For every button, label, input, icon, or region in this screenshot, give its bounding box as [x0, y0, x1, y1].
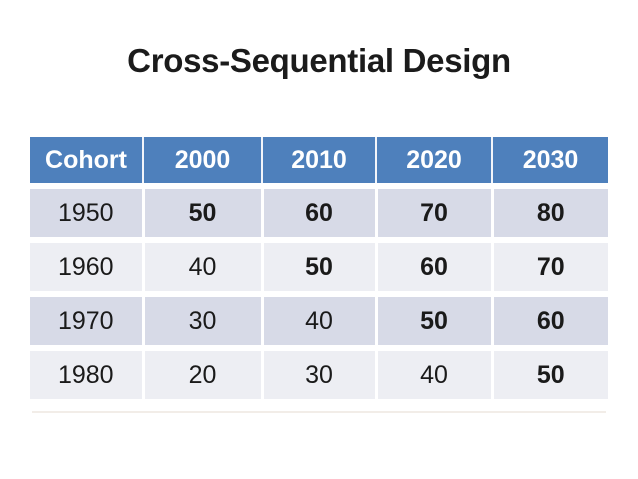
value-cell-highlighted: 50 — [376, 291, 494, 348]
value-cell: 40 — [376, 345, 494, 399]
value-cell-highlighted: 50 — [143, 183, 264, 240]
value-cell-highlighted: 60 — [376, 237, 494, 294]
cohort-cell: 1980 — [30, 345, 145, 399]
column-header-year: 2020 — [376, 137, 493, 186]
cohort-cell: 1960 — [30, 237, 145, 294]
value-cell-highlighted: 50 — [492, 345, 608, 399]
value-cell-highlighted: 80 — [492, 183, 608, 240]
value-cell-highlighted: 60 — [492, 291, 608, 348]
value-cell: 30 — [143, 291, 264, 348]
slide-title: Cross-Sequential Design — [127, 42, 511, 79]
column-header-year: 2010 — [262, 137, 377, 186]
column-header-cohort: Cohort — [30, 137, 144, 186]
cross-sequential-table: Cohort 2000 2010 2020 2030 1950 50 60 70 80 1960 4… — [30, 137, 608, 399]
table-row: 1950 50 60 70 80 — [30, 183, 608, 240]
cohort-cell: 1950 — [30, 183, 145, 240]
value-cell-highlighted: 70 — [376, 183, 494, 240]
table-row: 1980 20 30 40 50 — [30, 345, 608, 399]
table-header-row: Cohort 2000 2010 2020 2030 — [30, 137, 608, 186]
value-cell-highlighted: 70 — [492, 237, 608, 294]
column-header-year: 2030 — [492, 137, 608, 186]
table-row: 1960 40 50 60 70 — [30, 237, 608, 294]
value-cell: 20 — [143, 345, 264, 399]
cohort-cell: 1970 — [30, 291, 145, 348]
column-header-year: 2000 — [143, 137, 263, 186]
table-row: 1970 30 40 50 60 — [30, 291, 608, 348]
value-cell-highlighted: 50 — [262, 237, 378, 294]
table-bottom-shadow — [32, 411, 606, 413]
value-cell: 30 — [262, 345, 378, 399]
value-cell: 40 — [262, 291, 378, 348]
value-cell-highlighted: 60 — [262, 183, 378, 240]
value-cell: 40 — [143, 237, 264, 294]
